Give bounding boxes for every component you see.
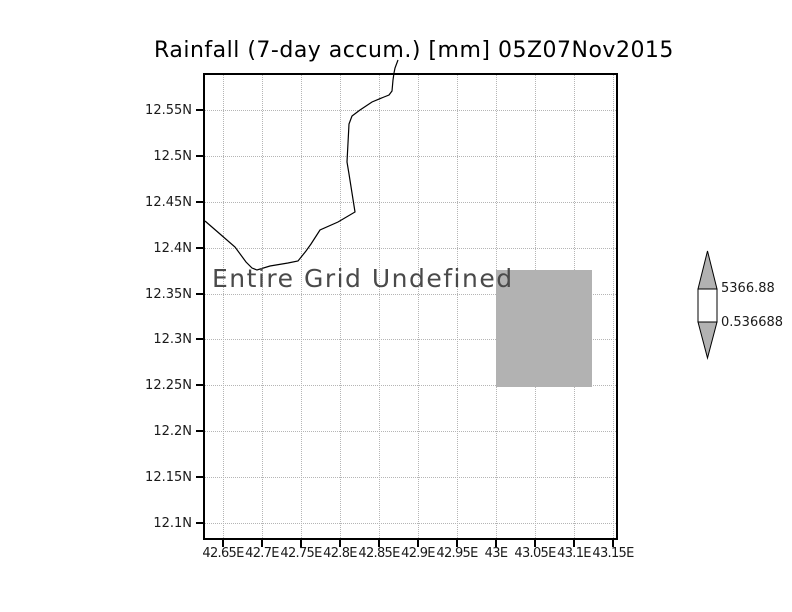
x-tick-mark (495, 540, 497, 547)
x-tick-label: 43.1E (557, 546, 591, 561)
x-tick-mark (612, 540, 614, 547)
gridline-vertical (613, 75, 614, 538)
x-tick-mark (261, 540, 263, 547)
plot-area (203, 73, 618, 540)
y-tick-mark (196, 247, 203, 249)
x-tick-mark (534, 540, 536, 547)
y-tick-mark (196, 522, 203, 524)
x-tick-mark (417, 540, 419, 547)
y-tick-mark (196, 155, 203, 157)
y-tick-label: 12.2N (153, 424, 192, 439)
colorbar-min-label: 0.536688 (721, 315, 784, 330)
x-tick-label: 42.8E (323, 546, 357, 561)
x-tick-label: 42.65E (202, 546, 244, 561)
colorbar-lower-arrow (697, 321, 718, 360)
gridline-horizontal (205, 477, 616, 478)
x-tick-label: 42.9E (401, 546, 435, 561)
x-tick-label: 42.7E (245, 546, 279, 561)
x-tick-mark (222, 540, 224, 547)
y-tick-mark (196, 338, 203, 340)
gridline-vertical (379, 75, 380, 538)
x-tick-label: 43E (484, 546, 508, 561)
gridline-horizontal (205, 202, 616, 203)
x-tick-mark (573, 540, 575, 547)
colorbar-upper-arrow (697, 250, 718, 290)
gridline-vertical (340, 75, 341, 538)
gridline-vertical (496, 75, 497, 538)
colorbar-max-label: 5366.88 (721, 281, 775, 296)
gridline-vertical (301, 75, 302, 538)
y-tick-label: 12.45N (145, 195, 192, 210)
plot-title: Rainfall (7-day accum.) [mm] 05Z07Nov201… (154, 38, 674, 63)
x-tick-label: 43.05E (514, 546, 556, 561)
y-tick-label: 12.3N (153, 332, 192, 347)
x-tick-label: 42.85E (358, 546, 400, 561)
gridline-horizontal (205, 339, 616, 340)
y-tick-label: 12.25N (145, 378, 192, 393)
gridline-horizontal (205, 385, 616, 386)
x-tick-label: 43.15E (592, 546, 634, 561)
undefined-grid-label: Entire Grid Undefined (212, 264, 514, 293)
y-tick-label: 12.55N (145, 103, 192, 118)
y-tick-label: 12.35N (145, 287, 192, 302)
gridline-vertical (262, 75, 263, 538)
y-tick-label: 12.4N (153, 241, 192, 256)
colorbar (697, 250, 718, 360)
y-tick-mark (196, 430, 203, 432)
y-tick-label: 12.1N (153, 516, 192, 531)
gridline-vertical (574, 75, 575, 538)
y-tick-label: 12.15N (145, 470, 192, 485)
gridline-horizontal (205, 156, 616, 157)
colorbar-bar (697, 288, 718, 323)
y-tick-mark (196, 201, 203, 203)
y-tick-label: 12.5N (153, 149, 192, 164)
x-tick-mark (378, 540, 380, 547)
gridline-vertical (418, 75, 419, 538)
gridline-horizontal (205, 248, 616, 249)
y-tick-mark (196, 384, 203, 386)
x-tick-label: 42.95E (436, 546, 478, 561)
gridline-vertical (535, 75, 536, 538)
gridline-vertical (457, 75, 458, 538)
x-tick-mark (300, 540, 302, 547)
gridline-horizontal (205, 110, 616, 111)
y-tick-mark (196, 109, 203, 111)
gridline-horizontal (205, 431, 616, 432)
x-tick-mark (339, 540, 341, 547)
gridline-horizontal (205, 523, 616, 524)
gridline-horizontal (205, 294, 616, 295)
y-tick-mark (196, 293, 203, 295)
x-tick-mark (456, 540, 458, 547)
gridline-vertical (223, 75, 224, 538)
y-tick-mark (196, 476, 203, 478)
x-tick-label: 42.75E (280, 546, 322, 561)
